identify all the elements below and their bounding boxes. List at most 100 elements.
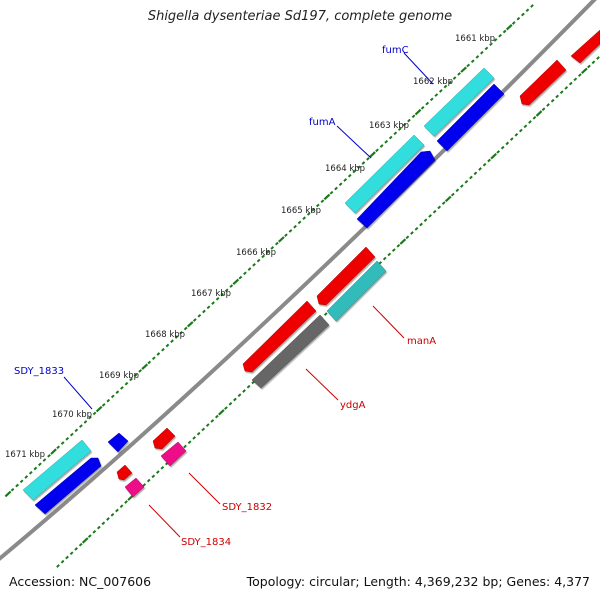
outer-tick — [402, 122, 407, 127]
outer-tick — [393, 131, 398, 136]
kbp-label: 1671 kbp — [5, 450, 45, 460]
SDY_1833-gene[interactable] — [22, 439, 92, 501]
fumA-cds[interactable] — [356, 150, 436, 229]
inner-tick — [578, 73, 582, 77]
genome-backbone — [0, 0, 597, 561]
SDY_1834-cds[interactable] — [116, 464, 133, 481]
outer-tick — [498, 33, 502, 38]
outer-tick — [429, 97, 434, 102]
outer-tick — [206, 305, 211, 310]
outer-tick — [183, 326, 188, 331]
reverse-cds-top-edge[interactable] — [570, 29, 600, 64]
inner-tick — [500, 145, 505, 150]
small-forward-cds[interactable] — [107, 432, 129, 453]
outer-tick — [92, 411, 97, 416]
inner-tick — [519, 128, 523, 133]
inner-tick — [97, 525, 101, 530]
outer-tick — [329, 190, 334, 195]
inner-tick — [535, 110, 543, 117]
inner-tick — [156, 470, 160, 474]
SDY_1832-rna[interactable] — [160, 441, 187, 467]
outer-tick — [316, 203, 320, 208]
inner-tick — [396, 243, 401, 248]
inner-tick — [242, 389, 246, 393]
fumC-cds[interactable] — [436, 83, 505, 152]
SDY_1834-rna[interactable] — [124, 477, 145, 498]
outer-tick — [24, 475, 29, 479]
outer-tick — [220, 292, 224, 297]
inner-tick — [490, 152, 497, 160]
outer-tick — [448, 80, 452, 85]
manA-gene[interactable] — [326, 260, 387, 322]
reverse-cds-top[interactable] — [519, 59, 567, 106]
outer-tick — [411, 114, 416, 119]
manA-leader — [372, 305, 405, 339]
inner-tick — [423, 218, 428, 223]
outer-tick — [65, 436, 70, 441]
outer-tick — [460, 66, 467, 73]
gene-label-SDY_1834[interactable]: SDY_1834 — [181, 537, 231, 548]
fumC-gene[interactable] — [423, 67, 495, 137]
inner-tick — [444, 195, 452, 203]
reverse-features — [116, 29, 600, 498]
outer-tick — [19, 479, 24, 484]
outer-tick — [124, 381, 129, 386]
outer-tick — [470, 59, 475, 64]
outer-tick — [505, 23, 513, 31]
fumA-gene[interactable] — [344, 134, 425, 214]
outer-tick — [256, 258, 261, 263]
inner-tick — [115, 508, 119, 513]
outer-tick — [15, 483, 19, 488]
inner-tick — [224, 406, 228, 410]
inner-tick — [146, 478, 151, 483]
SDY_1833-cds[interactable] — [34, 457, 102, 515]
inner-tick — [201, 427, 206, 432]
ydgA-leader — [305, 368, 339, 401]
inner-tick — [233, 397, 237, 402]
inner-tick — [437, 205, 441, 210]
SDY_1832-cds[interactable] — [152, 427, 176, 450]
gene-label-SDY_1833[interactable]: SDY_1833 — [14, 366, 64, 377]
outer-tick — [33, 466, 38, 471]
kbp-label: 1662 kbp — [413, 77, 453, 87]
inner-tick — [482, 162, 487, 167]
inner-tick — [541, 107, 546, 112]
outer-tick — [323, 193, 331, 201]
inner-tick — [473, 171, 478, 176]
gene-label-SDY_1832[interactable]: SDY_1832 — [222, 502, 272, 513]
inner-tick — [581, 67, 588, 75]
outer-tick — [379, 144, 384, 148]
outer-tick — [466, 63, 471, 68]
ydgA-gene[interactable] — [251, 314, 330, 389]
outer-tick — [347, 173, 352, 178]
outer-tick — [247, 267, 252, 271]
inner-tick — [455, 188, 460, 193]
ydgA-cds[interactable] — [242, 300, 317, 373]
inner-tick — [528, 120, 532, 124]
inner-tick — [78, 542, 83, 547]
outer-tick — [452, 76, 457, 80]
gene-label-manA[interactable]: manA — [407, 336, 436, 347]
outer-tick — [224, 288, 229, 293]
inner-tick — [69, 551, 74, 556]
inner-tick — [106, 517, 110, 521]
inner-tick — [573, 77, 578, 82]
gene-label-fumA[interactable]: fumA — [309, 117, 336, 128]
inner-tick — [323, 312, 328, 316]
inner-tick — [414, 226, 419, 231]
inner-tick — [509, 137, 514, 141]
inner-tick — [441, 201, 446, 205]
gene-label-fumC[interactable]: fumC — [382, 45, 409, 56]
gene-label-ydgA[interactable]: ydgA — [340, 400, 366, 411]
outer-tick — [293, 224, 297, 229]
forward-features — [22, 67, 505, 515]
inner-tick — [564, 86, 569, 90]
manA-cds[interactable] — [316, 246, 376, 306]
outer-tick — [275, 241, 279, 246]
inner-tick — [151, 474, 156, 479]
outer-tick — [101, 403, 106, 407]
inner-tick — [210, 419, 215, 423]
outer-tick — [484, 46, 489, 51]
outer-tick — [211, 301, 215, 305]
fumC-leader — [403, 52, 434, 85]
